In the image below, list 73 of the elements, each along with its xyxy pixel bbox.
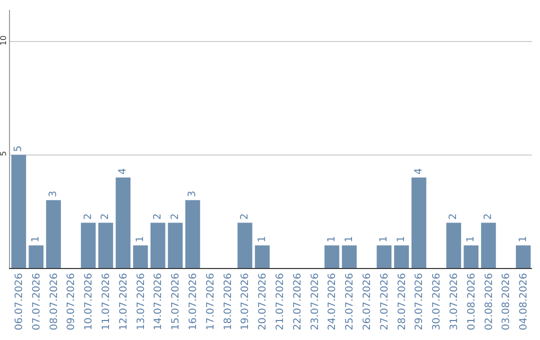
bar (46, 200, 61, 268)
bar (80, 222, 96, 268)
x-tick-label: 12.07.2026 (118, 273, 130, 330)
bar (28, 245, 44, 268)
x-tick-label: 15.07.2026 (170, 273, 182, 330)
x-tick-label: 24.07.2026 (327, 273, 338, 330)
x-tick-label: 26.07.2026 (362, 273, 373, 330)
data-label: 2 (170, 213, 181, 220)
bar (516, 245, 531, 268)
bar (116, 177, 130, 268)
bar (254, 245, 270, 268)
x-tick-label: 02.08.2026 (484, 273, 495, 330)
data-label: 3 (187, 190, 198, 198)
data-label: 3 (48, 190, 59, 198)
x-tick-label: 27.07.2026 (379, 273, 390, 330)
bar (481, 222, 496, 268)
data-label: 1 (256, 236, 268, 242)
x-tick-label: 31.07.2026 (448, 273, 460, 330)
bar (168, 222, 183, 268)
x-tick-label: 10.07.2026 (84, 273, 95, 330)
bar (11, 154, 26, 268)
data-label: 1 (518, 236, 529, 242)
x-tick-label: 06.07.2026 (14, 273, 25, 330)
data-label: 2 (448, 213, 460, 220)
x-tick-label: 28.07.2026 (396, 273, 408, 330)
x-tick-label: 08.07.2026 (48, 273, 60, 330)
x-tick-label: 22.07.2026 (292, 273, 304, 330)
x-tick-label: 23.07.2026 (310, 273, 321, 330)
bar (185, 200, 200, 268)
bar (464, 245, 478, 268)
data-label: 2 (152, 213, 164, 220)
x-tick-label: 04.08.2026 (518, 273, 530, 330)
x-tick-label: 20.07.2026 (258, 273, 269, 330)
y-tick-label: 10 (0, 35, 8, 46)
x-tick-label: 09.07.2026 (66, 273, 78, 330)
x-tick-label: 25.07.2026 (344, 273, 356, 330)
bar (324, 245, 340, 268)
bar (376, 245, 392, 268)
bar (238, 222, 252, 268)
x-tick-label: 30.07.2026 (432, 273, 443, 330)
x-tick-label: 29.07.2026 (414, 273, 426, 330)
data-label: 2 (239, 213, 250, 220)
x-tick-label: 01.08.2026 (466, 273, 478, 330)
bar (150, 222, 166, 268)
bar (98, 222, 114, 268)
data-label: 1 (396, 236, 407, 242)
x-tick-label: 17.07.2026 (205, 273, 216, 330)
data-label: 1 (378, 236, 390, 242)
bar (394, 245, 409, 268)
bar (342, 245, 357, 268)
data-label: 4 (413, 168, 424, 174)
data-label: 1 (344, 236, 355, 242)
data-label: 4 (118, 168, 129, 174)
x-tick-label: 07.07.2026 (31, 273, 42, 330)
x-tick-label: 14.07.2026 (153, 273, 164, 330)
data-label: 5 (13, 145, 24, 152)
bar (446, 222, 462, 268)
data-label: 1 (134, 236, 146, 242)
bar (412, 177, 426, 268)
data-label: 1 (466, 236, 477, 242)
x-tick-label: 21.07.2026 (274, 273, 286, 330)
x-tick-label: 19.07.2026 (240, 273, 252, 330)
x-tick-label: 03.08.2026 (501, 273, 512, 330)
data-label: 2 (82, 213, 94, 220)
x-tick-label: 16.07.2026 (188, 273, 199, 330)
data-label: 2 (483, 213, 494, 220)
bar (133, 245, 148, 268)
data-label: 1 (326, 236, 338, 242)
x-tick-label: 11.07.2026 (100, 273, 112, 330)
x-tick-label: 13.07.2026 (136, 273, 147, 330)
x-tick-label: 18.07.2026 (222, 273, 234, 330)
data-label: 1 (30, 236, 42, 242)
data-label: 2 (100, 213, 112, 220)
